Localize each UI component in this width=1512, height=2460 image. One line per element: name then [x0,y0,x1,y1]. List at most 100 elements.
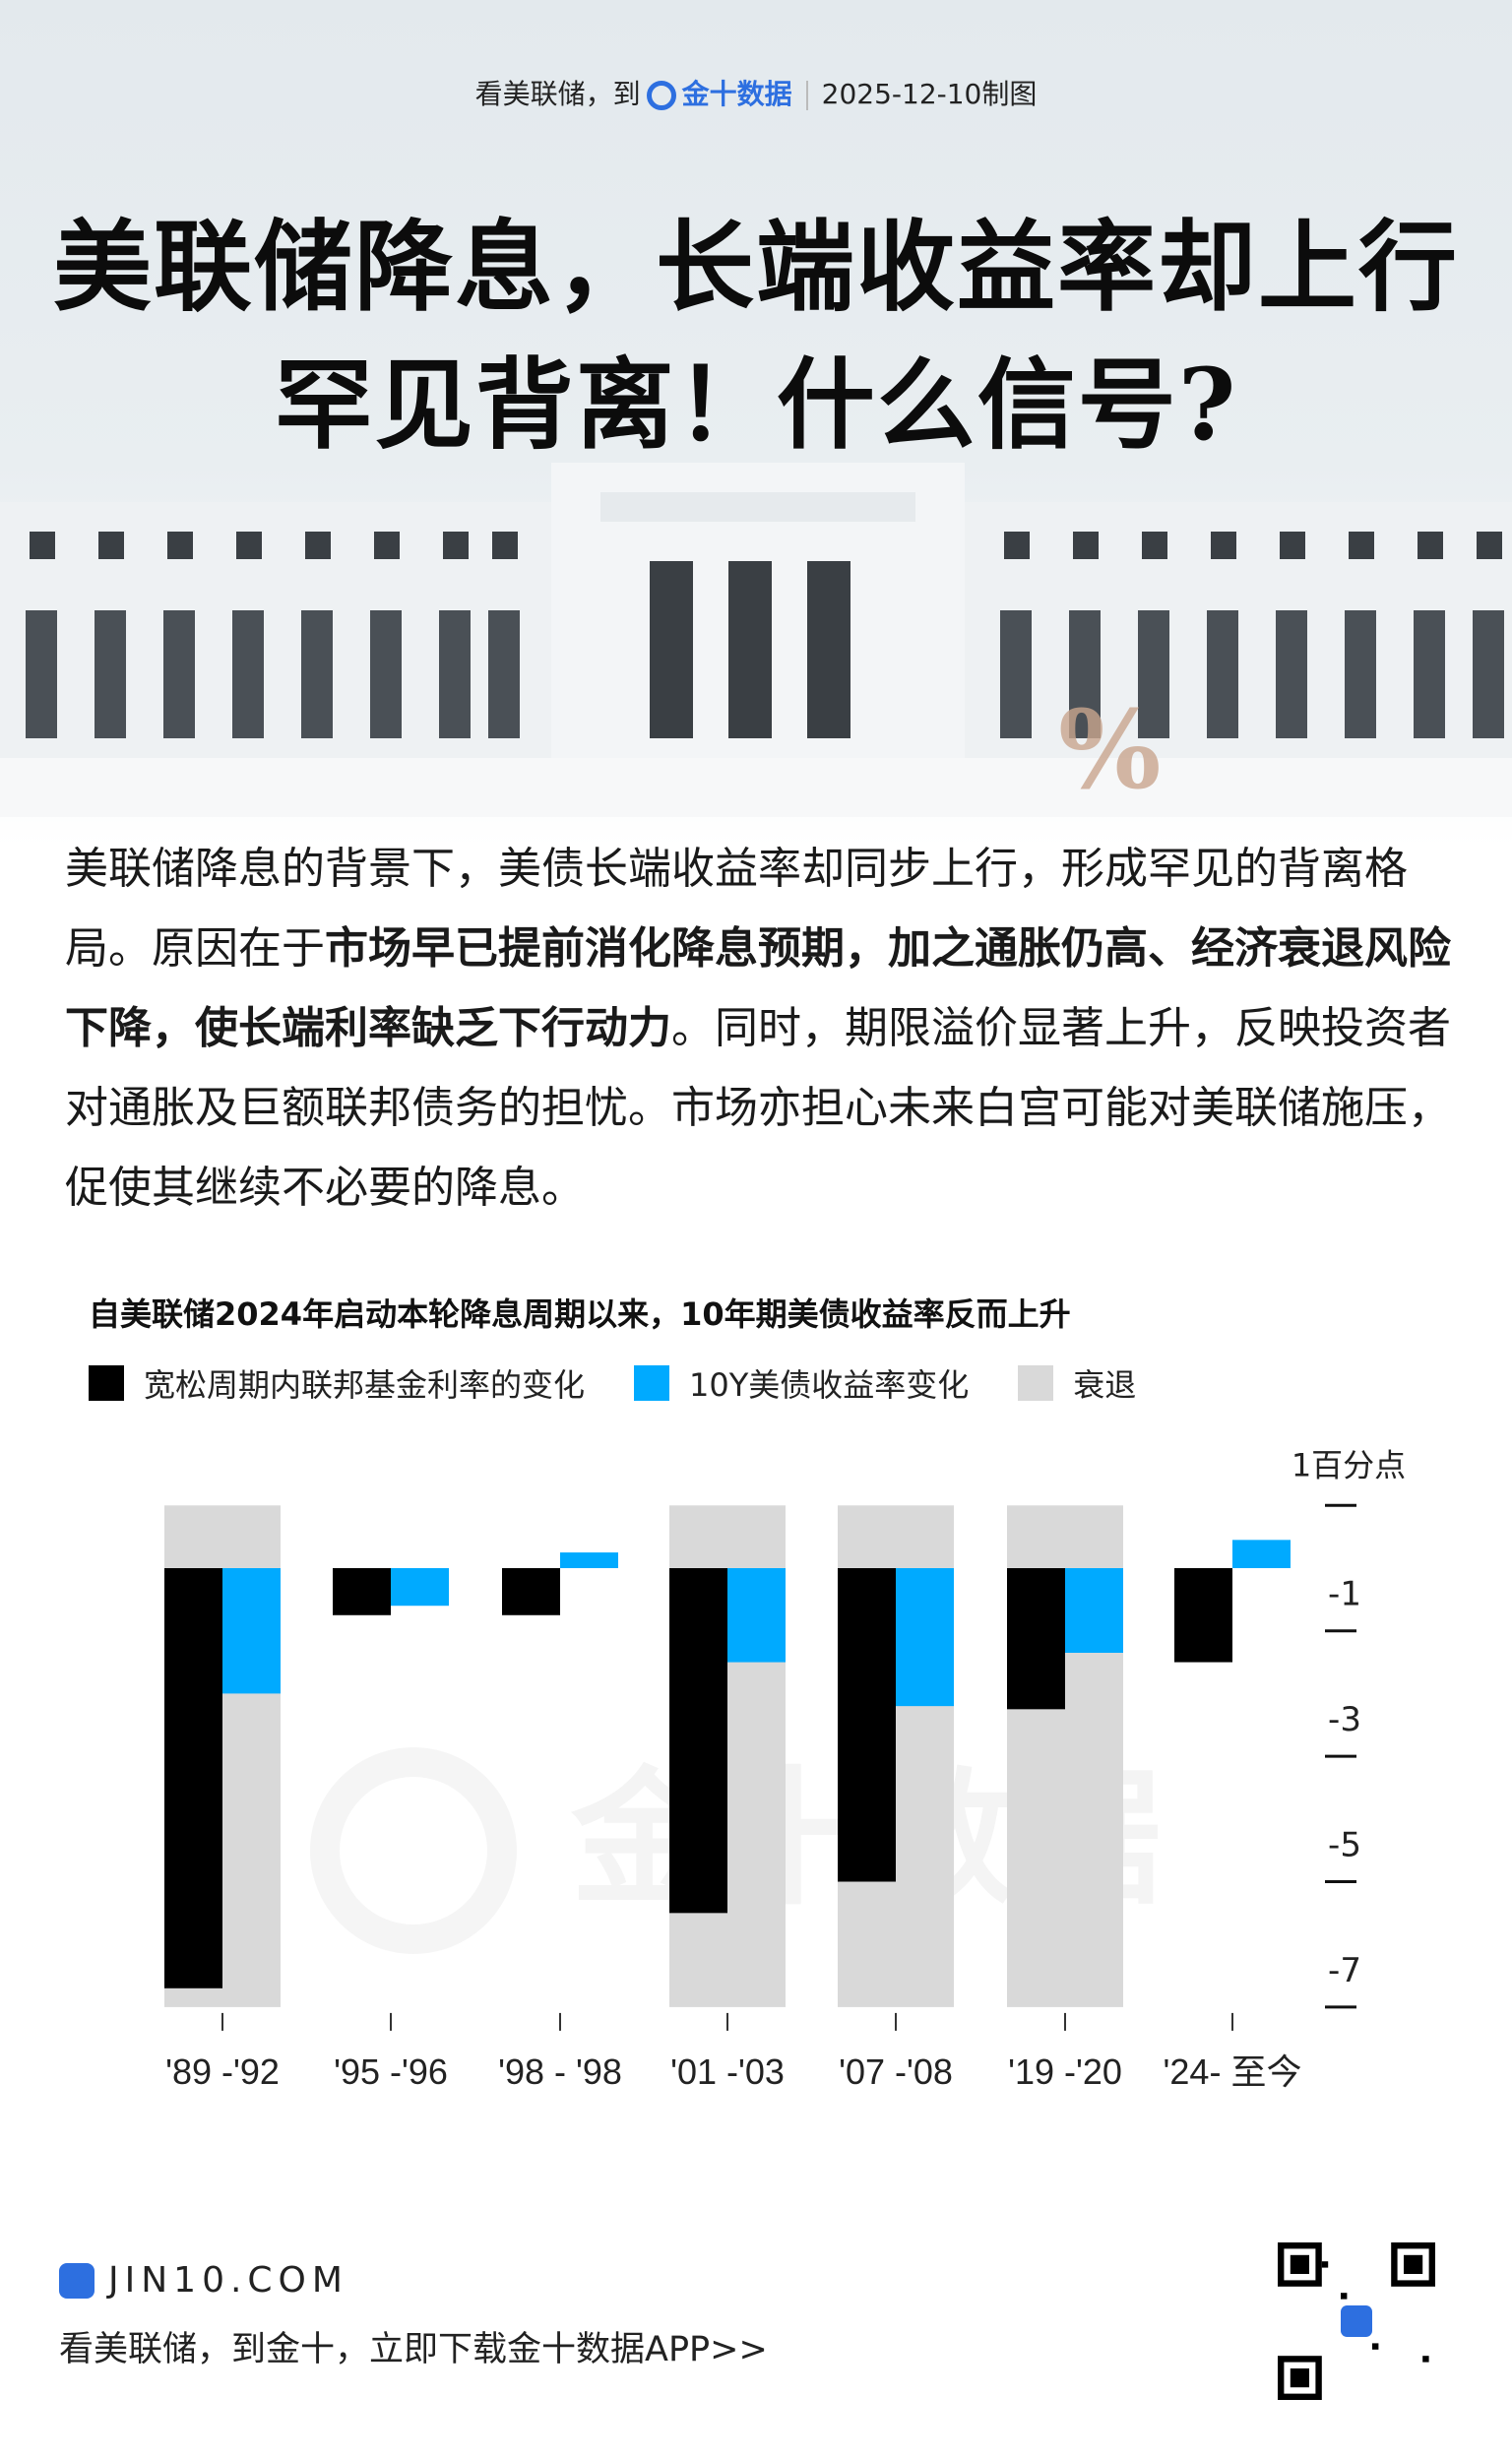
window [26,610,57,738]
header-prefix: 看美联储，到 [474,78,641,110]
y-tick-label: -5 [1328,1826,1361,1865]
legend-item-10y: 10Y美债收益率变化 [634,1360,969,1406]
x-tick-label: '98 - '98 [498,2051,622,2092]
window [492,532,518,559]
bar-fed-funds [502,1568,560,1615]
paragraph-text-2: 。同时，期限溢价显著上升，反映投资者对通胀及巨额联邦债务的担忧。市场亦担心未来白… [65,1003,1451,1213]
window [728,561,772,738]
qr-module [1341,2293,1348,2300]
qr-module [1321,2261,1329,2268]
header-line: 看美联储，到 金十数据 2025-12-10制图 [0,73,1512,112]
window [1276,610,1307,738]
window [370,610,402,738]
window [1280,532,1305,559]
bar-fed-funds [333,1568,391,1615]
qr-finder-center [1290,2368,1309,2388]
bar-fed-funds [1007,1568,1065,1710]
window [1414,610,1445,738]
window [650,561,693,738]
window [443,532,469,559]
footer-cta[interactable]: 看美联储，到金十，立即下载金十数据APP>> [59,2330,768,2369]
qr-finder [1278,2356,1322,2400]
window [1000,610,1032,738]
title-line-1: 美联储降息，长端收益率却上行 [53,209,1459,325]
x-tick-label: '19 -'20 [1008,2051,1122,2092]
window [807,561,850,738]
window [1138,610,1169,738]
header-date: 2025-12-10制图 [821,78,1038,110]
window [305,532,331,559]
y-tick-label: -3 [1328,1700,1361,1739]
window [1418,532,1443,559]
qr-code[interactable] [1278,2242,1435,2400]
window [1073,532,1099,559]
chart-title: 自美联储2024年启动本轮降息周期以来，10年期美债收益率反而上升 [89,1295,1071,1333]
x-tick-label: '95 -'96 [334,2051,448,2092]
window [1211,532,1236,559]
bar-10y-yield [727,1568,786,1663]
jin10-logo-icon [646,81,676,110]
bar-10y-yield [560,1552,618,1568]
article-paragraph: 美联储降息的背景下，美债长端收益率却同步上行，形成罕见的背离格局。原因在于市场早… [65,829,1463,1228]
legend-item-fed-funds: 宽松周期内联邦基金利率的变化 [89,1360,585,1406]
watermark-logo-icon [310,1747,517,1954]
y-tick-label: -7 [1328,1951,1361,1990]
window [1473,610,1504,738]
window [236,532,262,559]
window [1207,610,1238,738]
window [94,610,126,738]
window [1004,532,1030,559]
bar-chart: 金十数据'89 -'92'95 -'96'98 - '98'01 -'03'07… [164,1446,1406,2092]
legend-swatch-blue [634,1365,670,1401]
bar-10y-yield [1232,1540,1291,1568]
bar-fed-funds [669,1568,727,1914]
x-tick-label: '07 -'08 [839,2051,953,2092]
bar-10y-yield [391,1568,449,1607]
legend-label: 衰退 [1073,1366,1137,1404]
window [488,610,520,738]
chart-legend: 宽松周期内联邦基金利率的变化 10Y美债收益率变化 衰退 [89,1360,1185,1406]
window [167,532,193,559]
window [163,610,195,738]
bar-10y-yield [896,1568,954,1707]
legend-item-recession: 衰退 [1018,1360,1136,1406]
x-tick-label: '24- 至今 [1164,2051,1302,2092]
qr-finder [1391,2242,1435,2287]
window [1477,532,1502,559]
window [1345,610,1376,738]
qr-finder-center [1290,2254,1309,2274]
bar-10y-yield [222,1568,281,1694]
footer-logo: JIN10.COM [59,2260,348,2301]
window [1142,532,1167,559]
bar-fed-funds [838,1568,896,1882]
y-axis-unit-label: 1百分点 [1292,1446,1406,1483]
y-tick-label: -1 [1328,1575,1361,1614]
header-brand: 金十数据 [681,78,792,110]
window [1069,610,1101,738]
bar-10y-yield [1065,1568,1123,1653]
qr-module [1372,2343,1379,2350]
legend-label: 宽松周期内联邦基金利率的变化 [144,1366,586,1404]
title-line-2: 罕见背离！什么信号? [274,347,1238,463]
window [439,610,471,738]
window [98,532,124,559]
legend-swatch-gray [1018,1365,1054,1401]
legend-swatch-black [89,1365,124,1401]
paragraph-text: 美联储降息的背景下，美债长端收益率却同步上行，形成罕见的背离格局。原因在于 [65,844,1408,974]
qr-center-logo-icon [1341,2305,1372,2337]
footer-site[interactable]: JIN10.COM [108,2260,348,2301]
qr-finder-center [1404,2254,1423,2274]
window [30,532,55,559]
x-tick-label: '01 -'03 [670,2051,785,2092]
qr-finder [1278,2242,1322,2287]
bar-fed-funds [1174,1568,1232,1663]
window [232,610,264,738]
bar-fed-funds [164,1568,222,1988]
paragraph-bold-text: 市场早已提前消化降息预期，加之通胀仍高、经济衰退风险下降，使长端利率缺乏下行动力 [65,923,1451,1053]
window [1349,532,1374,559]
x-tick-label: '89 -'92 [165,2051,280,2092]
federal-reserve-building-illustration: % [0,463,1512,817]
legend-label: 10Y美债收益率变化 [689,1366,970,1404]
jin10-app-icon [59,2262,94,2299]
window [301,610,333,738]
